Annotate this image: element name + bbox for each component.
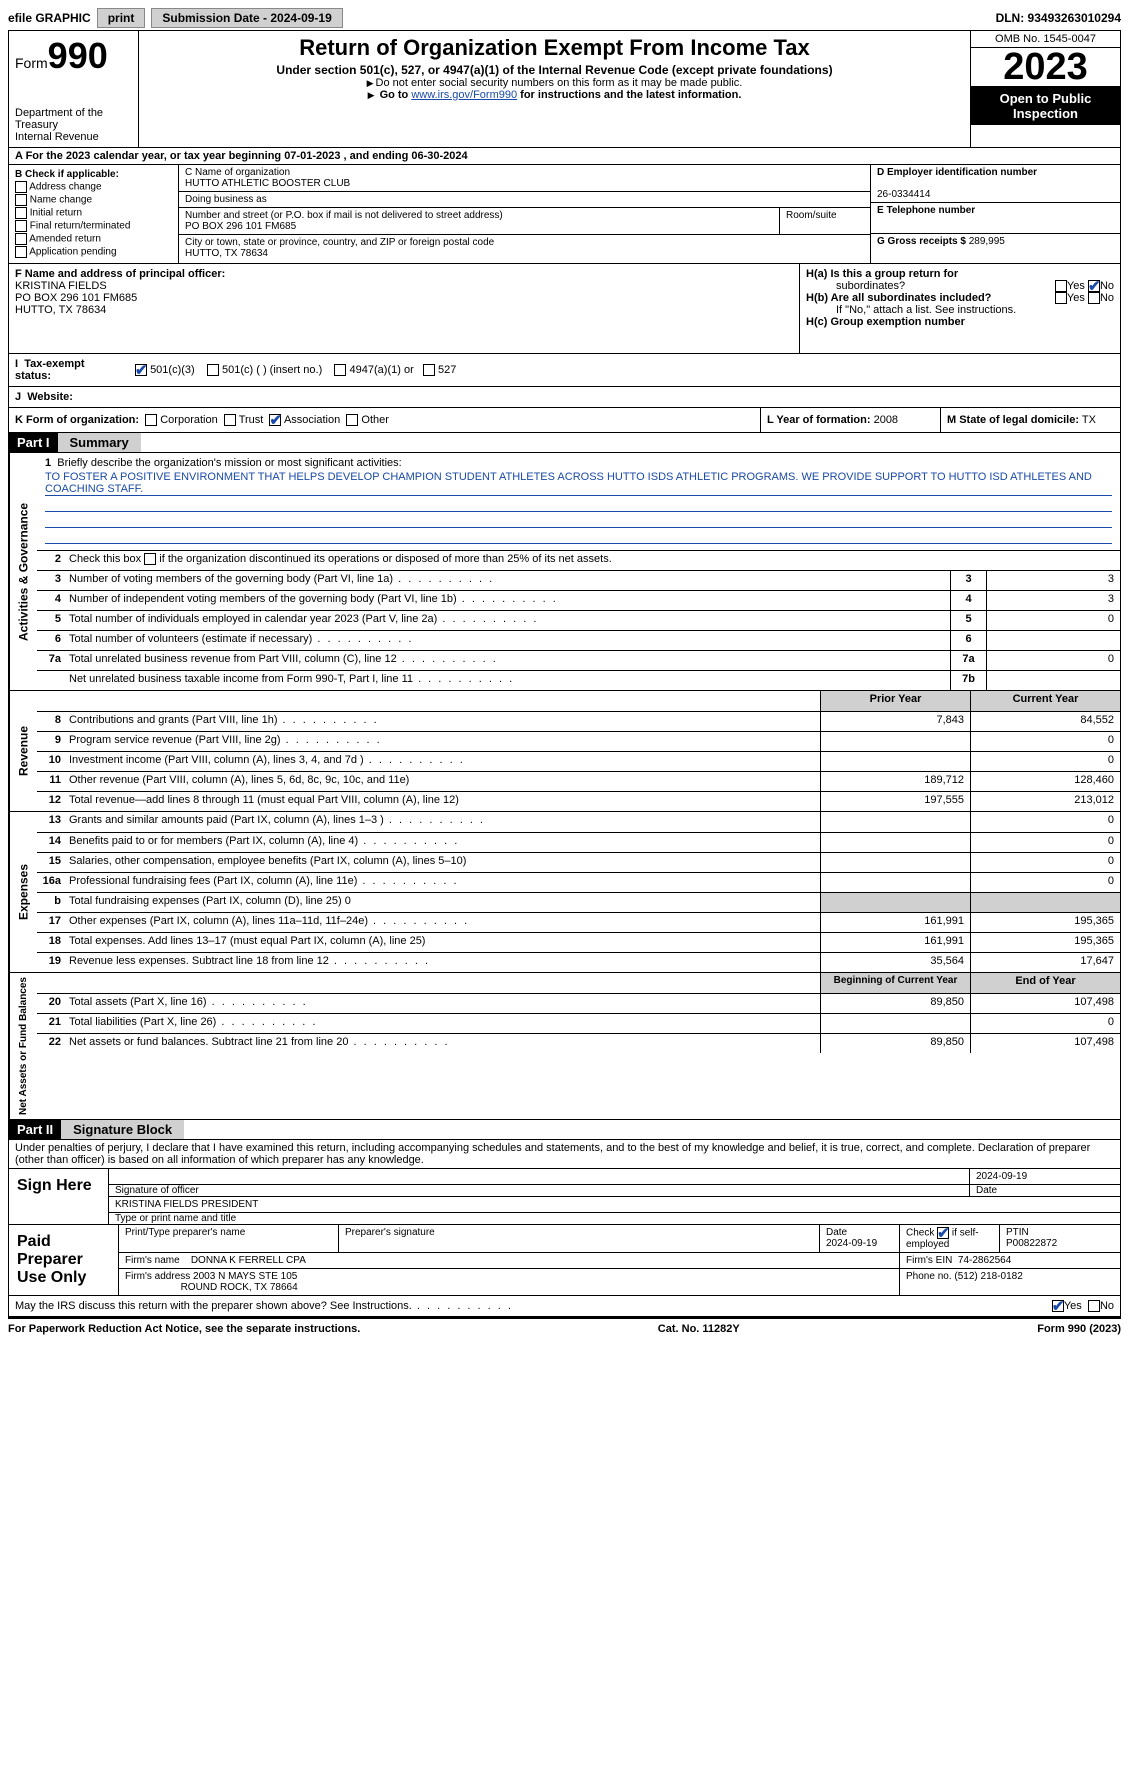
row-klm: K Form of organization: Corporation Trus… [9, 408, 1120, 433]
val-7a: 0 [986, 651, 1120, 670]
irs-label: Internal Revenue Service [15, 131, 132, 143]
chk-line2[interactable] [144, 553, 156, 565]
dln-label: DLN: 93493263010294 [996, 11, 1121, 25]
part2-header: Part IISignature Block [9, 1120, 1120, 1140]
gross-receipts: 289,995 [969, 236, 1005, 247]
state-domicile: TX [1082, 414, 1096, 426]
chk-assoc[interactable] [269, 414, 281, 426]
check-init[interactable] [15, 207, 27, 219]
year-formation: 2008 [874, 414, 898, 426]
chk-4947[interactable] [334, 364, 346, 376]
col-b-checkboxes: B Check if applicable: Address change Na… [9, 165, 179, 263]
part1-header: Part ISummary [9, 433, 1120, 453]
print-button[interactable]: print [97, 8, 146, 28]
dept-treasury: Department of the Treasury [15, 107, 132, 131]
subtitle-1: Under section 501(c), 527, or 4947(a)(1)… [147, 63, 962, 77]
subtitle-3: Go to www.irs.gov/Form990 for instructio… [147, 89, 962, 101]
ha-no[interactable] [1088, 280, 1100, 292]
val-5: 0 [986, 611, 1120, 630]
paid-preparer: Paid Preparer Use Only Print/Type prepar… [9, 1225, 1120, 1296]
check-addr[interactable] [15, 181, 27, 193]
check-app[interactable] [15, 246, 27, 258]
val-6 [986, 631, 1120, 650]
ha-yes[interactable] [1055, 280, 1067, 292]
form-footer: Form 990 (2023) [1037, 1323, 1121, 1335]
hb-yes[interactable] [1055, 292, 1067, 304]
chk-other[interactable] [346, 414, 358, 426]
pra-notice: For Paperwork Reduction Act Notice, see … [8, 1323, 360, 1335]
val-3: 3 [986, 571, 1120, 590]
col-d: D Employer identification number 26-0334… [870, 165, 1120, 263]
info-row: B Check if applicable: Address change Na… [9, 165, 1120, 264]
discuss-yes[interactable] [1052, 1300, 1064, 1312]
chk-selfemp[interactable] [937, 1227, 949, 1239]
netassets-section: Net Assets or Fund Balances Beginning of… [9, 973, 1120, 1120]
ptin: P00822872 [1006, 1238, 1057, 1249]
subtitle-2: Do not enter social security numbers on … [147, 77, 962, 89]
sign-here: Sign Here 2024-09-19 Signature of office… [9, 1169, 1120, 1225]
check-final[interactable] [15, 220, 27, 232]
perjury-declaration: Under penalties of perjury, I declare th… [9, 1140, 1120, 1169]
cat-no: Cat. No. 11282Y [658, 1323, 740, 1335]
officer-name: KRISTINA FIELDS [15, 280, 107, 292]
officer-addr: PO BOX 296 101 FM685 [15, 292, 137, 304]
officer-city: HUTTO, TX 78634 [15, 304, 106, 316]
discuss-no[interactable] [1088, 1300, 1100, 1312]
open-public: Open to PublicInspection [971, 87, 1120, 125]
expenses-section: Expenses 13Grants and similar amounts pa… [9, 812, 1120, 973]
col-f: F Name and address of principal officer:… [9, 264, 800, 353]
hb-no[interactable] [1088, 292, 1100, 304]
discuss-row: May the IRS discuss this return with the… [9, 1296, 1120, 1318]
irs-link[interactable]: www.irs.gov/Form990 [411, 89, 517, 101]
row-j: J Website: [9, 387, 1120, 408]
form-number: Form990 [15, 35, 132, 77]
val-4: 3 [986, 591, 1120, 610]
row-a: A For the 2023 calendar year, or tax yea… [9, 148, 1120, 165]
revenue-section: Revenue Prior Year Current Year 8Contrib… [9, 691, 1120, 812]
governance-section: Activities & Governance 1 Briefly descri… [9, 453, 1120, 691]
tax-year: 2023 [971, 48, 1120, 87]
firm-addr2: ROUND ROCK, TX 78664 [181, 1282, 298, 1293]
org-addr: PO BOX 296 101 FM685 [185, 221, 296, 232]
footer: For Paperwork Reduction Act Notice, see … [8, 1319, 1121, 1335]
chk-501c3[interactable] [135, 364, 147, 376]
chk-527[interactable] [423, 364, 435, 376]
firm-ein: 74-2862564 [958, 1255, 1011, 1266]
row-i: I Tax-exempt status: 501(c)(3) 501(c) ( … [9, 354, 1120, 387]
website-val [129, 393, 1120, 401]
org-name: HUTTO ATHLETIC BOOSTER CLUB [185, 178, 350, 189]
form-header: Form990 Department of the Treasury Inter… [9, 31, 1120, 148]
check-amend[interactable] [15, 233, 27, 245]
submission-date: Submission Date - 2024-09-19 [151, 8, 342, 28]
check-name[interactable] [15, 194, 27, 206]
firm-name: DONNA K FERRELL CPA [191, 1255, 306, 1266]
chk-trust[interactable] [224, 414, 236, 426]
firm-phone: (512) 218-0182 [954, 1271, 1022, 1282]
val-7b [986, 671, 1120, 690]
fgh-row: F Name and address of principal officer:… [9, 264, 1120, 354]
chk-corp[interactable] [145, 414, 157, 426]
officer-signature: KRISTINA FIELDS PRESIDENT [109, 1196, 1120, 1213]
org-city: HUTTO, TX 78634 [185, 248, 268, 259]
topbar: efile GRAPHIC print Submission Date - 20… [8, 8, 1121, 28]
form-title: Return of Organization Exempt From Incom… [147, 35, 962, 61]
efile-label: efile GRAPHIC [8, 11, 91, 25]
chk-501c[interactable] [207, 364, 219, 376]
form-container: Form990 Department of the Treasury Inter… [8, 30, 1121, 1319]
col-h: H(a) Is this a group return for subordin… [800, 264, 1120, 353]
col-c: C Name of organization HUTTO ATHLETIC BO… [179, 165, 870, 263]
ein: 26-0334414 [877, 189, 930, 200]
mission-text: TO FOSTER A POSITIVE ENVIRONMENT THAT HE… [45, 471, 1112, 496]
firm-addr1: 2003 N MAYS STE 105 [193, 1271, 297, 1282]
